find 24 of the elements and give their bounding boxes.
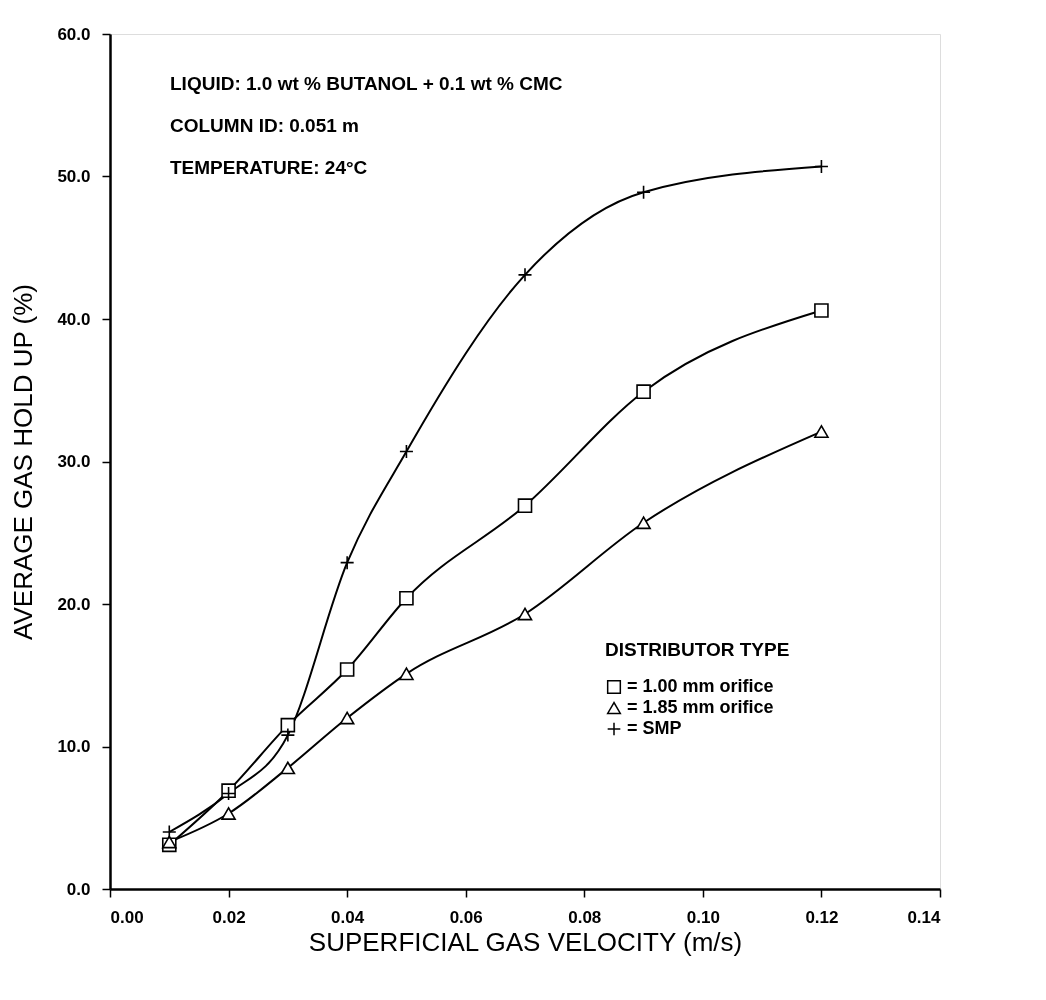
x-tick-label: 0.12	[805, 907, 839, 927]
legend-label: = SMP	[627, 718, 682, 738]
y-tick-label: 50.0	[57, 167, 91, 186]
annotation: LIQUID: 1.0 wt % BUTANOL + 0.1 wt % CMC	[170, 73, 563, 94]
legend-label: = 1.00 mm orifice	[627, 676, 774, 696]
y-tick-label: 0.0	[66, 879, 91, 899]
y-tick-label: 40.0	[57, 309, 91, 329]
x-tick-label: 0.04	[331, 907, 365, 927]
x-axis-title: SUPERFICIAL GAS VELOCITY (m/s)	[308, 926, 743, 957]
x-tick-label: 0.06	[449, 907, 483, 927]
x-tick-label: 0.02	[212, 907, 246, 927]
annotation: COLUMN ID: 0.051 m	[170, 115, 359, 136]
y-tick-label: 30.0	[57, 452, 91, 471]
y-tick-label: 10.0	[57, 737, 91, 756]
x-tick-label: 0.08	[568, 907, 602, 927]
x-tick-label: 0.14	[907, 907, 942, 927]
x-tick-label: 0.10	[686, 907, 720, 927]
annotation: TEMPERATURE: 24°C	[170, 157, 368, 178]
y-tick-label: 60.0	[57, 24, 91, 44]
y-axis-title: AVERAGE GAS HOLD UP (%)	[8, 284, 39, 640]
legend-title: DISTRIBUTOR TYPE	[605, 639, 790, 660]
y-tick-label: 20.0	[57, 594, 91, 614]
legend-label: = 1.85 mm orifice	[627, 697, 774, 717]
x-tick-label: 0.00	[110, 907, 144, 927]
